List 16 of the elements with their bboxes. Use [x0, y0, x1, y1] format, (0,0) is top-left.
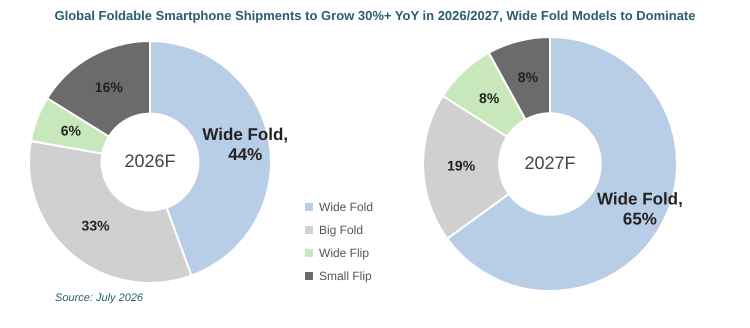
source-note: Source: July 2026: [55, 292, 144, 304]
chart-title: Global Foldable Smartphone Shipments to Grow 30%+ YoY in 2026/2027, Wide Fold Models to Dominate: [54, 8, 696, 23]
text: 2026F: [124, 150, 176, 171]
legend-label: Wide Flip: [319, 246, 370, 260]
data-label: 8%: [479, 90, 500, 106]
data-label: Wide Fold, 44%: [202, 124, 288, 164]
data-label: Wide Fold, 65%: [597, 189, 683, 228]
data-label: 6%: [60, 122, 82, 139]
data-label: 8%: [518, 68, 539, 85]
legend-label: Wide Fold: [319, 200, 374, 214]
data-label: 33%: [82, 218, 110, 234]
legend-label: Small Flip: [319, 269, 372, 283]
legend-label: Big Fold: [319, 223, 364, 237]
text: 2027F: [524, 152, 576, 173]
data-label: 16%: [94, 78, 124, 95]
data-label: 19%: [447, 158, 476, 174]
